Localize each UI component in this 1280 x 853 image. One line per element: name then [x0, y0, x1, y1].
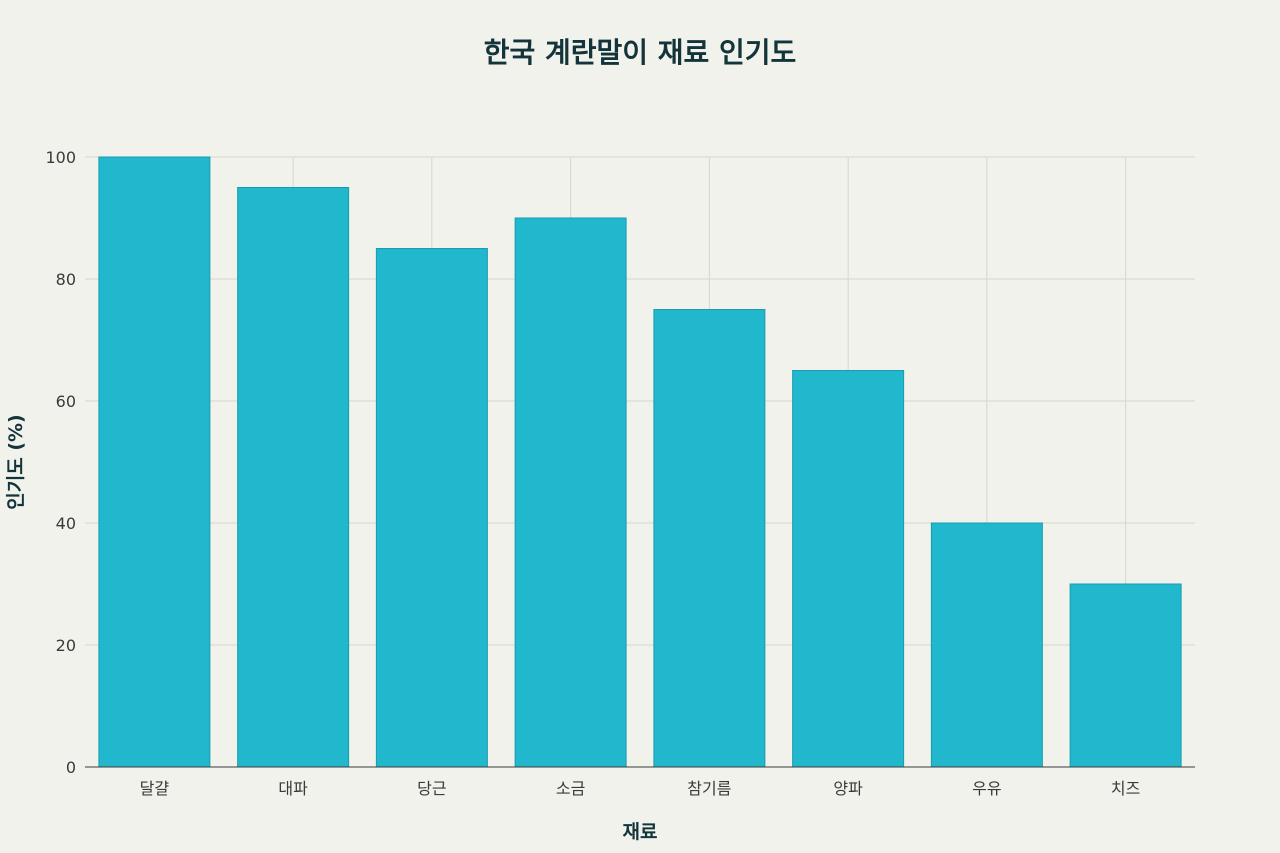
y-tick-label: 20	[56, 636, 76, 655]
bar-3	[375, 248, 488, 768]
x-tick-label: 양파	[833, 779, 863, 798]
chart-title: 한국 계란말이 재료 인기도	[484, 36, 797, 69]
bar-2	[237, 187, 350, 768]
bar-1	[98, 156, 211, 768]
y-tick-label: 0	[66, 758, 76, 777]
x-tick-label: 참기름	[687, 779, 731, 798]
y-axis-title: 인기도 (%)	[5, 414, 27, 509]
x-tick-label: 달걀	[140, 779, 170, 798]
x-tick-label: 대파	[278, 779, 308, 798]
y-tick-label: 80	[56, 270, 76, 289]
y-tick-label: 60	[56, 392, 76, 411]
x-tick-label: 우유	[972, 779, 1001, 798]
bar-6	[792, 370, 905, 768]
y-axis: 0 20 40 60 80 100	[45, 148, 76, 777]
x-tick-label: 소금	[556, 779, 585, 798]
x-tick-label: 당근	[417, 779, 446, 798]
x-axis-title: 재료	[623, 821, 658, 843]
bar-4	[514, 217, 627, 768]
bar-8	[1069, 583, 1182, 768]
y-tick-label: 100	[45, 148, 76, 167]
y-tick-label: 40	[56, 514, 76, 533]
bar-7	[930, 522, 1043, 768]
bar-5	[653, 309, 766, 768]
x-tick-label: 치즈	[1111, 779, 1140, 798]
bars-layer	[98, 156, 1182, 768]
x-axis: 달걀 대파 당근 소금 참기름 양파 우유 치즈	[85, 766, 1195, 798]
